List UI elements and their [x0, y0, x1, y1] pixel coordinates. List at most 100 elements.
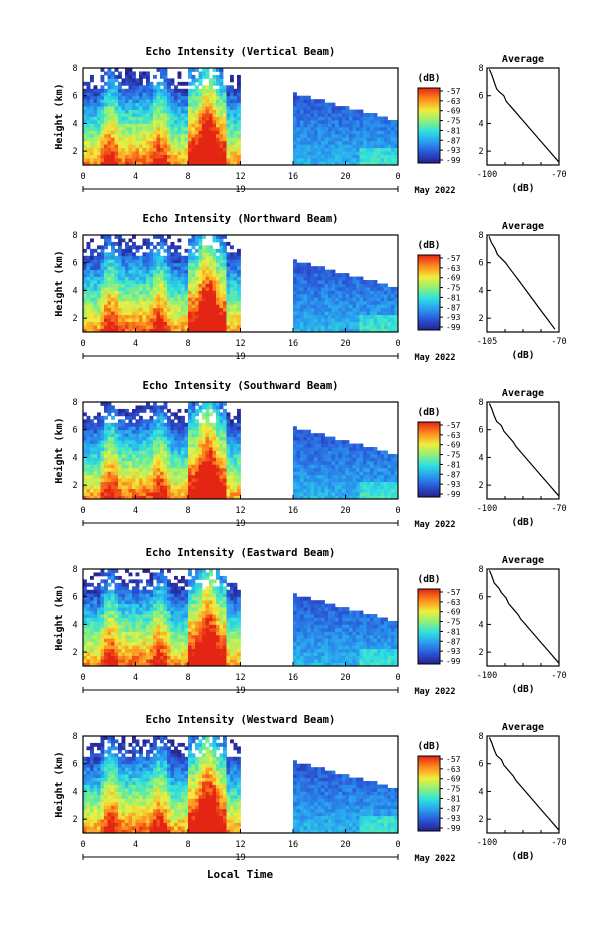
echo-intensity-field: [83, 402, 399, 500]
average-line: [488, 570, 560, 664]
colorbar-unit: (dB): [418, 73, 441, 84]
colorbar-tick-label: -99: [446, 323, 461, 332]
echo-intensity-field: [83, 569, 399, 667]
average-profile-5: Average 2 4 6 8 -100 -70 (dB): [477, 722, 567, 862]
y-tick-label: 4: [72, 286, 77, 296]
colorbar: [417, 421, 441, 498]
average-profile-2: Average 2 4 6 8 -105 -70 (dB): [477, 221, 567, 361]
x-tick-label: -105: [477, 337, 497, 347]
colorbar-tick-label: -99: [446, 824, 461, 833]
y-tick-label: 2: [478, 481, 483, 491]
y-tick-label: 4: [478, 620, 483, 630]
heatmap-panel-4: Echo Intensity (Eastward Beam) 2 4 6 8 Height…: [53, 547, 461, 697]
y-tick-label: 8: [478, 398, 483, 408]
colorbar-unit: (dB): [418, 741, 441, 752]
x-tick-label: 4: [133, 506, 138, 516]
y-tick-label: 2: [478, 815, 483, 825]
colorbar-tick-label: -63: [446, 264, 461, 273]
average-profile-4: Average 2 4 6 8 -100 -70 (dB): [477, 555, 567, 695]
average-line: [488, 69, 560, 163]
colorbar-tick-label: -75: [446, 284, 461, 293]
x-tick-label: 0: [395, 506, 400, 516]
y-tick-label: 4: [478, 119, 483, 129]
colorbar-tick-label: -93: [446, 480, 461, 489]
day-label: 19: [235, 519, 245, 529]
panel-title: Echo Intensity (Westward Beam): [146, 714, 336, 726]
y-tick-label: 6: [478, 760, 483, 770]
x-tick-label: 8: [185, 840, 190, 850]
colorbar-tick-label: -57: [446, 588, 461, 597]
x-tick-label: -70: [551, 170, 566, 180]
y-axis-label: Height (km): [53, 751, 65, 817]
colorbar-tick-label: -99: [446, 490, 461, 499]
colorbar-tick-label: -99: [446, 156, 461, 165]
x-tick-label: -100: [477, 504, 497, 514]
average-xlabel: (dB): [512, 517, 535, 528]
colorbar-tick-label: -69: [446, 274, 461, 283]
x-tick-label: 16: [288, 673, 298, 683]
colorbar-tick-label: -57: [446, 755, 461, 764]
panel-title: Echo Intensity (Eastward Beam): [146, 547, 336, 559]
day-label: 19: [235, 352, 245, 362]
x-tick-label: -70: [551, 671, 566, 681]
y-tick-label: 4: [478, 286, 483, 296]
x-tick-label: 12: [235, 673, 245, 683]
colorbar-tick-label: -87: [446, 804, 461, 813]
date-label: May 2022: [415, 186, 456, 196]
average-title: Average: [502, 54, 544, 65]
heatmap-panel-1: Echo Intensity (Vertical Beam) 2 4 6 8 Height…: [53, 46, 461, 196]
x-tick-label: 0: [395, 673, 400, 683]
x-tick-label: -70: [551, 337, 566, 347]
colorbar: [417, 254, 441, 331]
x-tick-label: 12: [235, 339, 245, 349]
average-xlabel: (dB): [512, 684, 535, 695]
date-label: May 2022: [415, 520, 456, 530]
colorbar-tick-label: -87: [446, 470, 461, 479]
average-title: Average: [502, 221, 544, 232]
y-tick-label: 6: [72, 593, 77, 603]
x-tick-label: 16: [288, 339, 298, 349]
y-tick-label: 2: [478, 314, 483, 324]
average-xlabel: (dB): [512, 183, 535, 194]
y-axis-label: Height (km): [53, 83, 65, 149]
y-tick-label: 8: [72, 565, 77, 575]
x-tick-label: 8: [185, 506, 190, 516]
y-tick-label: 4: [72, 119, 77, 129]
average-line: [488, 737, 560, 831]
colorbar-tick-label: -57: [446, 87, 461, 96]
y-tick-label: 8: [478, 231, 483, 241]
colorbar-tick-label: -69: [446, 775, 461, 784]
y-tick-label: 8: [72, 732, 77, 742]
y-tick-label: 6: [478, 259, 483, 269]
y-tick-label: 2: [72, 648, 77, 658]
colorbar-tick-label: -63: [446, 97, 461, 106]
y-tick-label: 6: [72, 92, 77, 102]
colorbar-tick-label: -87: [446, 303, 461, 312]
colorbar-tick-label: -63: [446, 431, 461, 440]
x-tick-label: 8: [185, 339, 190, 349]
y-tick-label: 6: [478, 593, 483, 603]
y-tick-label: 4: [478, 453, 483, 463]
y-axis-label: Height (km): [53, 584, 65, 650]
y-tick-label: 2: [72, 147, 77, 157]
colorbar: [417, 87, 441, 164]
x-tick-label: 12: [235, 840, 245, 850]
x-tick-label: 0: [395, 172, 400, 182]
x-tick-label: 8: [185, 172, 190, 182]
panel-title: Echo Intensity (Southward Beam): [143, 380, 339, 392]
y-tick-label: 4: [72, 787, 77, 797]
colorbar-tick-label: -69: [446, 107, 461, 116]
x-tick-label: -100: [477, 838, 497, 848]
colorbar-tick-label: -75: [446, 117, 461, 126]
colorbar-tick-label: -69: [446, 441, 461, 450]
x-tick-label: 0: [395, 339, 400, 349]
x-tick-label: 0: [80, 840, 85, 850]
y-tick-label: 4: [72, 453, 77, 463]
average-frame: [486, 234, 560, 333]
x-tick-label: 4: [133, 339, 138, 349]
average-line: [488, 403, 560, 497]
echo-intensity-field: [83, 736, 399, 834]
y-tick-label: 2: [72, 815, 77, 825]
heatmap-panel-5: Echo Intensity (Westward Beam) 2 4 6 8 Height…: [53, 714, 461, 864]
